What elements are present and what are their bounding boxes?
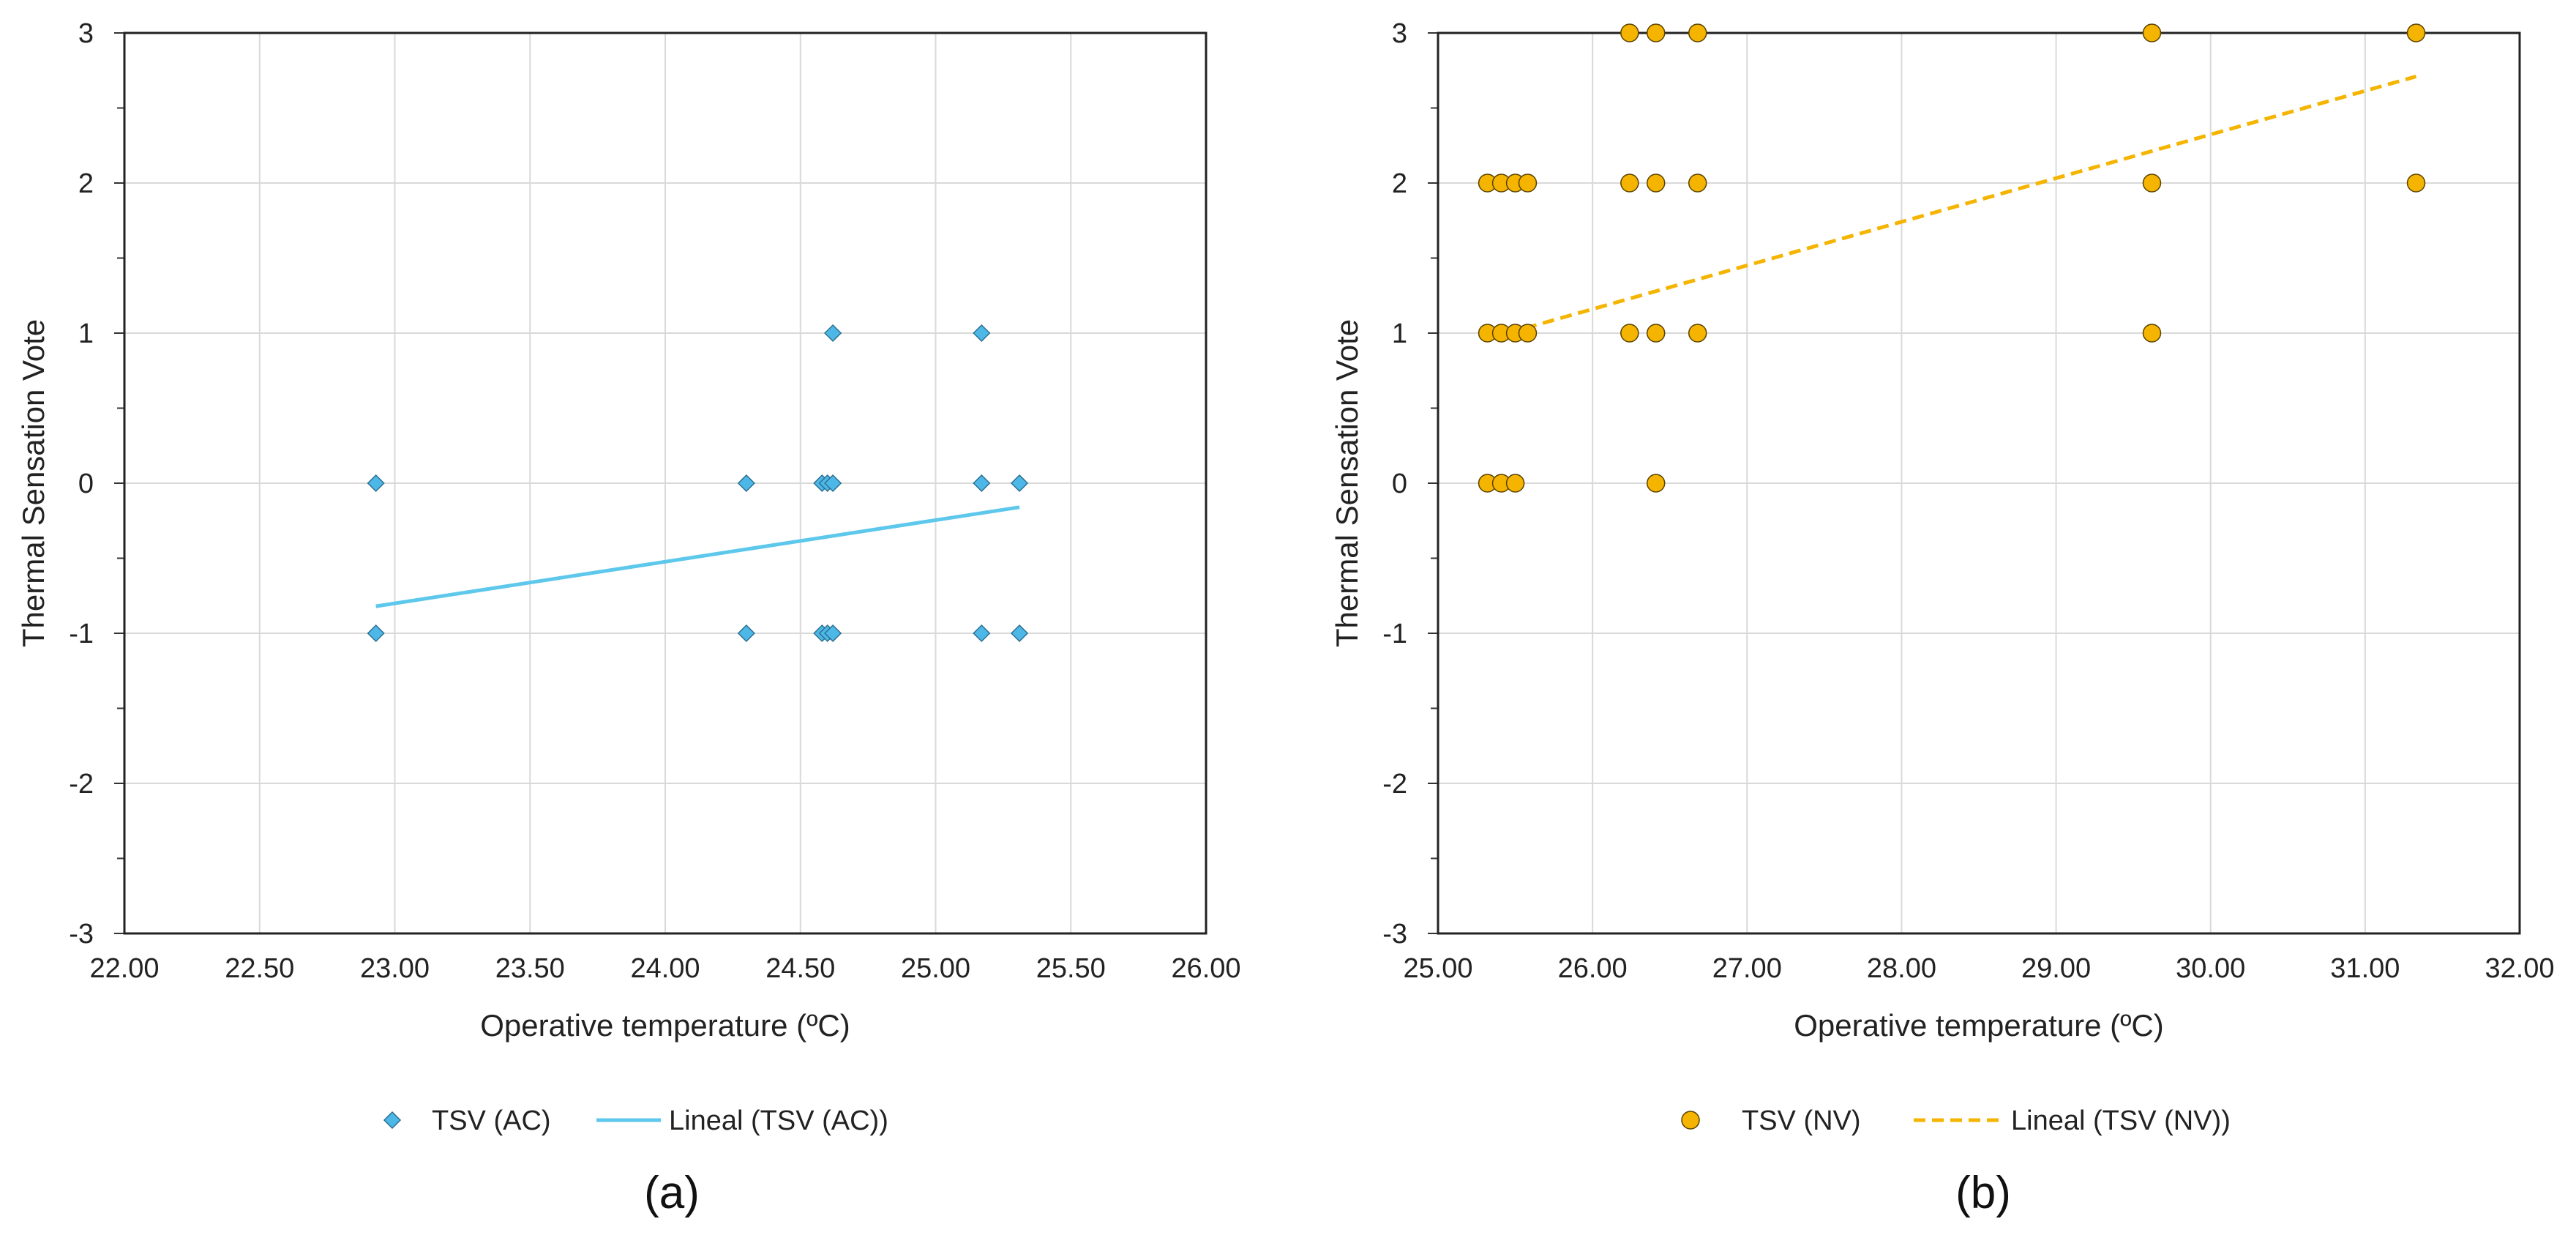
y-tick-label: 0 bbox=[78, 469, 94, 499]
data-point bbox=[2142, 23, 2162, 42]
x-tick-label: 29.00 bbox=[2021, 953, 2091, 984]
data-point bbox=[1646, 174, 1666, 193]
data-point bbox=[973, 324, 991, 343]
data-point bbox=[1620, 174, 1639, 193]
y-tick-label: -3 bbox=[69, 919, 94, 950]
x-tick-label: 28.00 bbox=[1867, 953, 1936, 984]
data-point bbox=[1646, 474, 1666, 493]
x-tick-label: 22.50 bbox=[225, 953, 294, 984]
x-tick-label: 24.00 bbox=[630, 953, 700, 984]
data-point bbox=[1518, 324, 1538, 343]
data-point bbox=[737, 624, 755, 643]
data-point bbox=[737, 474, 755, 493]
x-tick-label: 27.00 bbox=[1712, 953, 1782, 984]
x-tick-label: 25.00 bbox=[901, 953, 970, 984]
legend-label: Lineal (TSV (AC)) bbox=[669, 1105, 888, 1136]
x-tick-label: 23.00 bbox=[360, 953, 430, 984]
x-tick-label: 26.00 bbox=[1558, 953, 1628, 984]
y-axis-title: Thermal Sensation Vote bbox=[1330, 319, 1364, 647]
data-point bbox=[1620, 324, 1639, 343]
data-point bbox=[973, 474, 991, 493]
data-point bbox=[2406, 174, 2426, 193]
data-point bbox=[1688, 23, 1707, 42]
x-tick-label: 32.00 bbox=[2485, 953, 2554, 984]
y-tick-label: -2 bbox=[1382, 769, 1407, 799]
x-tick-label: 30.00 bbox=[2176, 953, 2245, 984]
legend-marker bbox=[1681, 1111, 1700, 1130]
y-tick-label: 2 bbox=[78, 168, 94, 199]
data-point bbox=[1620, 23, 1639, 42]
data-point bbox=[2142, 324, 2162, 343]
y-tick-label: 0 bbox=[1392, 469, 1407, 499]
x-tick-label: 31.00 bbox=[2330, 953, 2400, 984]
data-point bbox=[2142, 174, 2162, 193]
plot-frame bbox=[1437, 31, 2521, 935]
y-axis-title: Thermal Sensation Vote bbox=[16, 319, 50, 647]
y-tick-label: 2 bbox=[1392, 168, 1407, 199]
data-point bbox=[1646, 324, 1666, 343]
x-tick-label: 25.00 bbox=[1403, 953, 1472, 984]
x-tick-label: 23.50 bbox=[495, 953, 565, 984]
legend-marker bbox=[383, 1111, 402, 1130]
x-tick-label: 22.00 bbox=[89, 953, 159, 984]
y-tick-label: 1 bbox=[1392, 318, 1407, 349]
trendline bbox=[375, 505, 1020, 608]
y-tick-label: -1 bbox=[69, 619, 94, 649]
data-point bbox=[367, 624, 385, 643]
data-point bbox=[973, 624, 991, 643]
figure-caption: (a) bbox=[644, 1168, 700, 1218]
y-tick-label: 1 bbox=[78, 318, 94, 349]
data-point bbox=[2406, 23, 2426, 42]
x-axis-title: Operative temperature (ºC) bbox=[480, 1008, 850, 1043]
y-tick-label: 3 bbox=[1392, 18, 1407, 49]
data-point bbox=[824, 624, 842, 643]
trendline bbox=[1507, 75, 2417, 335]
legend-label: Lineal (TSV (NV)) bbox=[2011, 1105, 2231, 1136]
legend-label: TSV (NV) bbox=[1742, 1105, 1861, 1136]
y-tick-label: -3 bbox=[1382, 919, 1407, 950]
data-point bbox=[1505, 474, 1525, 493]
data-point bbox=[1646, 23, 1666, 42]
data-point bbox=[824, 324, 842, 343]
x-tick-label: 26.00 bbox=[1171, 953, 1240, 984]
figure-caption: (b) bbox=[1955, 1168, 2011, 1218]
x-axis-title: Operative temperature (ºC) bbox=[1794, 1008, 2164, 1043]
data-point bbox=[1688, 324, 1707, 343]
legend-label: TSV (AC) bbox=[432, 1105, 551, 1136]
data-point bbox=[824, 474, 842, 493]
y-tick-label: -1 bbox=[1382, 619, 1407, 649]
y-tick-label: 3 bbox=[78, 18, 94, 49]
data-point bbox=[367, 474, 385, 493]
chart-b: 25.00 26.00 27.00 28.00 29.00 30.00 31.00 32.00… bbox=[1330, 18, 2555, 1218]
data-point bbox=[1010, 624, 1029, 643]
data-point bbox=[1518, 174, 1538, 193]
x-tick-label: 24.50 bbox=[765, 953, 835, 984]
chart-a: 22.00 22.50 23.00 23.50 24.00 24.50 25.00 25.50… bbox=[16, 18, 1241, 1218]
data-point bbox=[1688, 174, 1707, 193]
plot-frame bbox=[123, 31, 1208, 935]
y-tick-label: -2 bbox=[69, 769, 94, 799]
x-tick-label: 25.50 bbox=[1036, 953, 1106, 984]
data-point bbox=[1010, 474, 1029, 493]
